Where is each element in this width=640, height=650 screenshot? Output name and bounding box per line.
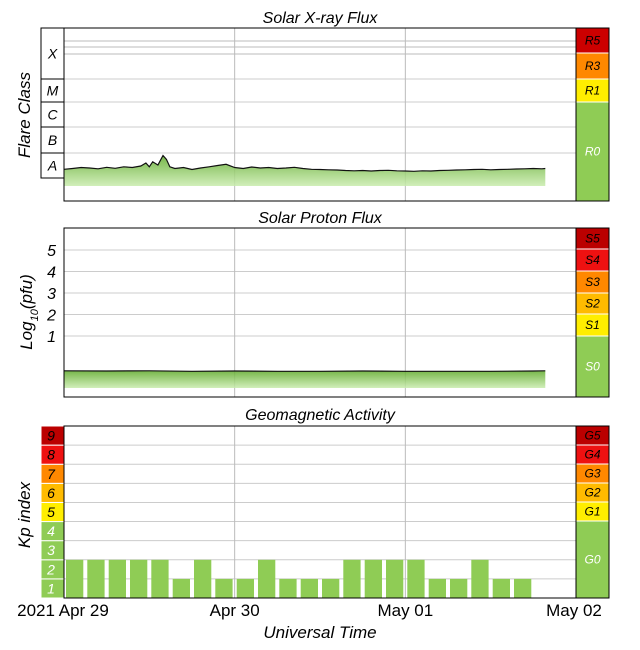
kp-bar-7 [215, 578, 233, 598]
kp-title: Geomagnetic Activity [245, 407, 396, 424]
kp-bar-13 [343, 559, 361, 598]
proton-scale-label-S0: S0 [585, 360, 600, 374]
kp-bar-0 [66, 559, 84, 598]
kp-level-label-8: 8 [47, 447, 55, 463]
kp-bar-3 [130, 559, 148, 598]
proton-ylabel: Log10(pfu) [17, 274, 41, 350]
xray-scale-label-R0: R0 [585, 145, 601, 159]
kp-bar-11 [300, 578, 318, 598]
xray-scale-label-R5: R5 [585, 34, 601, 48]
kp-scale-label-G3: G3 [584, 467, 600, 481]
proton-ytick-2: 2 [46, 308, 56, 325]
x-axis-title: Universal Time [263, 623, 376, 642]
kp-level-label-4: 4 [47, 523, 55, 539]
flare-class-A: A [47, 158, 57, 174]
flare-class-B: B [48, 132, 57, 148]
kp-level-label-6: 6 [47, 485, 55, 501]
kp-bar-9 [258, 559, 276, 598]
xray-title: Solar X-ray Flux [263, 10, 379, 27]
kp-bar-5 [172, 578, 190, 598]
xray-scale-frame [575, 27, 610, 202]
kp-bar-15 [386, 559, 404, 598]
kp-bar-12 [322, 578, 340, 598]
kp-scale-label-G4: G4 [584, 448, 600, 462]
xray-ylabel: Flare Class [15, 72, 34, 158]
kp-scale-label-G1: G1 [584, 505, 600, 519]
kp-level-label-7: 7 [47, 466, 56, 482]
kp-level-label-5: 5 [47, 504, 55, 520]
proton-scale-label-S3: S3 [585, 275, 600, 289]
kp-bar-20 [492, 578, 510, 598]
kp-bar-17 [428, 578, 446, 598]
kp-bar-14 [364, 559, 382, 598]
proton-scale-label-S4: S4 [585, 253, 600, 267]
flare-class-X: X [47, 46, 58, 62]
flare-class-C: C [47, 107, 58, 123]
proton-scale-label-S1: S1 [585, 318, 600, 332]
xray-flux-area [64, 155, 546, 186]
kp-scale-label-G0: G0 [584, 553, 600, 567]
x-tick-2: May 01 [377, 601, 433, 620]
kp-scale-label-G2: G2 [584, 486, 600, 500]
proton-scale-label-S5: S5 [585, 232, 600, 246]
proton-flux-line [63, 370, 546, 372]
kp-bar-16 [407, 559, 425, 598]
proton-ytick-4: 4 [47, 265, 56, 282]
kp-plot-bg [64, 426, 576, 598]
kp-bar-10 [279, 578, 297, 598]
kp-scale-label-G5: G5 [584, 429, 600, 443]
kp-level-label-9: 9 [47, 428, 55, 444]
x-tick-1: Apr 30 [210, 601, 260, 620]
proton-ytick-1: 1 [47, 329, 56, 346]
kp-bar-2 [108, 559, 126, 598]
proton-ytick-5: 5 [47, 243, 56, 260]
proton-plot-bg [64, 228, 576, 397]
xray-scale-band-R0 [575, 101, 610, 202]
proton-ytick-3: 3 [47, 286, 56, 303]
kp-bar-4 [151, 559, 169, 598]
xray-scale-label-R1: R1 [585, 84, 600, 98]
kp-ylabel: Kp index [15, 481, 34, 548]
kp-bar-6 [194, 559, 212, 598]
kp-bar-18 [450, 578, 468, 598]
kp-bar-19 [471, 559, 489, 598]
kp-level-label-1: 1 [47, 580, 55, 596]
x-tick-3: May 02 [546, 601, 602, 620]
kp-bar-8 [236, 578, 254, 598]
xray-flux-line [63, 154, 546, 172]
xray-scale-label-R3: R3 [585, 59, 601, 73]
x-tick-0: 2021 Apr 29 [17, 601, 109, 620]
kp-bar-1 [87, 559, 105, 598]
kp-bar-21 [514, 578, 532, 598]
kp-level-label-2: 2 [46, 561, 55, 577]
proton-scale-label-S2: S2 [585, 297, 600, 311]
flare-class-M: M [47, 83, 59, 99]
kp-level-label-3: 3 [47, 542, 55, 558]
proton-title: Solar Proton Flux [258, 210, 383, 227]
proton-flux-area [64, 370, 546, 388]
proton-scale-frame [575, 227, 610, 398]
kp-scale-frame [575, 425, 610, 599]
